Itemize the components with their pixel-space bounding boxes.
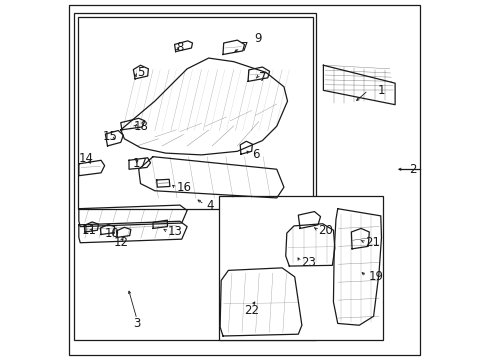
Text: 22: 22 [244, 305, 259, 318]
Text: 17: 17 [132, 157, 147, 170]
Text: 9: 9 [254, 32, 262, 45]
Text: 1: 1 [376, 84, 384, 97]
Bar [74, 13, 316, 339]
Text: 4: 4 [206, 199, 214, 212]
Text: 18: 18 [133, 120, 148, 133]
Text: 5: 5 [137, 66, 144, 79]
Text: 6: 6 [251, 148, 259, 161]
Text: 19: 19 [367, 270, 383, 283]
Text: 3: 3 [133, 317, 141, 330]
Text: 2: 2 [408, 163, 416, 176]
Text: 15: 15 [102, 130, 117, 144]
Text: 12: 12 [113, 236, 128, 249]
Text: 23: 23 [301, 256, 315, 269]
Text: 16: 16 [176, 181, 191, 194]
Text: 10: 10 [104, 227, 119, 240]
Bar [219, 196, 382, 339]
Text: 7: 7 [258, 71, 266, 84]
Text: 20: 20 [317, 224, 332, 237]
Bar [78, 17, 312, 209]
Text: 13: 13 [167, 225, 182, 238]
Text: 21: 21 [364, 236, 379, 249]
Text: 14: 14 [79, 152, 93, 165]
Text: 7: 7 [241, 41, 248, 54]
Text: 11: 11 [82, 224, 97, 237]
Text: 8: 8 [176, 41, 183, 54]
